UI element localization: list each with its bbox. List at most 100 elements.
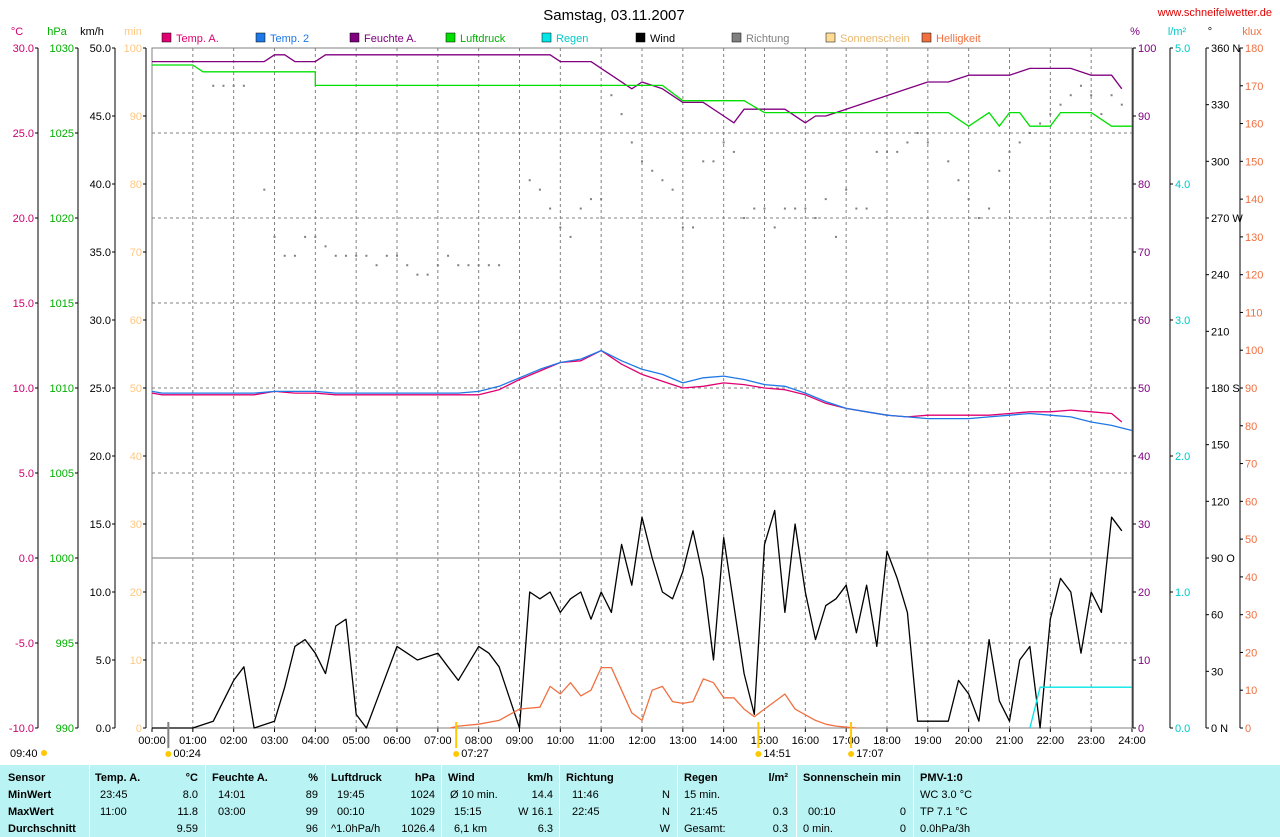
direction-point-5 [273,235,276,238]
stats-press-max: 1029 [410,806,435,818]
axis-label-pressure-3: 1015 [50,298,74,310]
series-line-regen [1029,686,1132,729]
stats-press-min: 1024 [410,789,435,801]
direction-point-69 [957,179,960,182]
axis-label-sunshine-4: 60 [130,315,142,327]
direction-point-33 [579,207,582,210]
direction-point-16 [385,254,388,257]
direction-point-67 [926,141,929,144]
axis-label-temp-2: 20.0 [13,213,34,225]
stats-hum-min: 89 [305,789,318,801]
axis-label-humidity-3: 70 [1138,247,1150,259]
direction-point-83 [1100,113,1103,116]
stats-rain-max: 0.3 [772,806,788,818]
x-tick-label-16: 16:00 [792,735,820,747]
axis-label-direction-12: 0 N [1211,723,1228,735]
axis-label-wind-8: 10.0 [90,587,111,599]
direction-point-41 [661,179,664,182]
stats-header-pmv: PMV-1:0 [920,772,963,784]
direction-point-32 [569,235,572,238]
axis-unit-direction: ° [1208,26,1212,38]
axis-label-brightness-7: 110 [1245,307,1263,319]
marker-sun-icon-3 [848,751,855,757]
stats-press-avg: 1026.4 [401,823,435,835]
axis-label-direction-11: 30 [1211,666,1223,678]
direction-point-76 [1028,132,1031,134]
x-tick-label-13: 13:00 [669,735,697,747]
axis-label-wind-9: 5.0 [96,655,111,667]
x-tick-label-23: 23:00 [1077,735,1105,747]
axis-label-temp-0: 30.0 [13,43,34,55]
legend-label-4: Regen [556,33,588,45]
legend-swatch-7 [825,32,836,43]
stats-row-label-avg: Durchschnitt [8,823,76,835]
marker-label-1: 07:27 [461,748,489,760]
x-tick-label-7: 07:00 [424,735,452,747]
direction-point-74 [1008,150,1011,153]
axis-label-wind-2: 40.0 [90,179,111,191]
stats-sun-max-time: 00:10 [808,806,836,818]
direction-point-2 [232,84,235,87]
legend-label-8: Helligkeit [936,33,981,45]
axis-unit-sunshine: min [124,26,142,38]
direction-point-17 [396,254,398,257]
x-tick-label-15: 15:00 [751,735,779,747]
stats-rain-interval: 15 min. [684,789,721,801]
direction-point-8 [304,235,307,238]
axis-label-rain-3: 2.0 [1175,451,1190,463]
axis-label-direction-5: 210 [1211,326,1229,338]
axis-label-direction-6: 180 S [1211,383,1240,395]
axis-label-direction-0: 360 N [1211,43,1240,55]
stats-press-min-time: 19:45 [337,789,365,801]
legend-swatch-2 [349,32,360,43]
direction-point-11 [334,254,337,257]
marker-layer: 00:24 07:27 14:51 17:07 09:40 [10,722,884,760]
x-tick-label-21: 21:00 [996,735,1024,747]
legend-swatch-6 [731,32,742,43]
direction-point-20 [426,273,429,276]
direction-point-13 [355,254,358,257]
axis-label-humidity-1: 90 [1138,111,1150,123]
direction-point-39 [641,160,643,163]
axis-label-rain-5: 0.0 [1175,723,1190,735]
direction-point-82 [1090,94,1093,97]
axis-label-direction-3: 270 W [1211,213,1243,225]
x-tick-label-17: 17:00 [832,735,860,747]
direction-point-10 [324,245,327,248]
direction-point-18 [406,264,409,267]
axis-label-brightness-10: 80 [1245,421,1257,433]
axis-label-brightness-4: 140 [1245,194,1263,206]
direction-point-40 [651,169,654,172]
series-line-temp-2 [151,349,1133,432]
stats-temp-min: 8.0 [182,789,198,801]
direction-point-84 [1110,94,1113,97]
stats-dir-min-time: 11:46 [572,789,599,801]
stats-header-rain: Regen [684,772,718,784]
stats-dir-avg: W [659,823,670,835]
stats-pmv-tp: TP 7.1 °C [920,806,968,818]
direction-point-56 [814,217,817,219]
axis-label-pressure-6: 1000 [50,553,74,565]
direction-point-46 [712,160,715,163]
axis-label-wind-4: 30.0 [90,315,111,327]
axis-label-temp-8: -10.0 [9,723,34,735]
direction-point-58 [834,235,837,238]
legend-swatch-3 [445,32,456,43]
axis-label-temp-1: 25.0 [13,128,34,140]
direction-point-31 [559,226,562,229]
axis-label-sunshine-0: 100 [124,43,142,55]
direction-point-73 [998,169,1001,172]
stats-temp-max-time: 11:00 [100,806,127,818]
direction-point-43 [681,226,684,229]
stats-hum-min-time: 14:01 [218,789,246,801]
marker-sun-icon-0 [165,751,172,757]
x-tick-label-18: 18:00 [873,735,901,747]
x-tick-label-12: 12:00 [628,735,656,747]
direction-point-30 [549,207,552,210]
stats-header-wind: Wind [448,772,475,784]
x-tick-label-4: 04:00 [302,735,330,747]
direction-point-59 [845,188,848,191]
direction-point-47 [722,141,725,144]
stats-press-trend: ^1.0hPa/h [331,823,381,835]
site-link[interactable]: www.schneifelwetter.de [1157,7,1272,19]
